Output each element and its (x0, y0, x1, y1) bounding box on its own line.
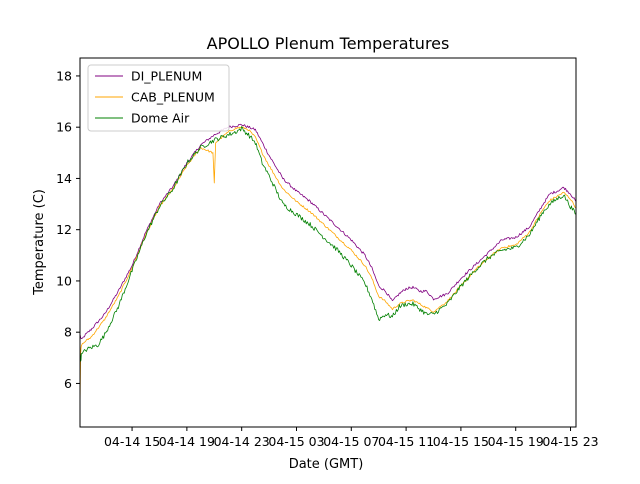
axes-frame (79, 57, 577, 428)
x-tick-label: 04-15 07 (323, 434, 379, 449)
y-tick-label: 8 (64, 325, 72, 340)
legend-box (87, 64, 230, 132)
legend-label-di-plenum: DI_PLENUM (131, 69, 202, 84)
x-axis-label: Date (GMT) (289, 457, 364, 472)
y-tick-label: 18 (56, 68, 72, 83)
series-line-di-plenum (80, 123, 576, 339)
series-group (80, 123, 576, 410)
y-axis-label: Temperature (C) (32, 189, 47, 296)
y-tick-label: 10 (56, 273, 72, 288)
y-tick-label: 6 (64, 376, 72, 391)
legend-label-dome-air: Dome Air (131, 111, 190, 126)
x-tick-label: 04-15 11 (378, 434, 434, 449)
y-tick-label: 12 (56, 222, 72, 237)
x-tick-label: 04-15 23 (542, 434, 598, 449)
x-tick-label: 04-14 19 (159, 434, 215, 449)
x-tick-label: 04-15 03 (268, 434, 324, 449)
x-tick-label: 04-15 19 (488, 434, 544, 449)
y-tick-label: 14 (56, 171, 72, 186)
x-tick-label: 04-14 15 (104, 434, 160, 449)
series-line-dome-air (80, 126, 576, 362)
y-tick-label: 16 (56, 120, 72, 135)
chart-title: APOLLO Plenum Temperatures (207, 34, 450, 53)
x-tick-label: 04-15 15 (433, 434, 489, 449)
legend: DI_PLENUM CAB_PLENUM Dome Air (87, 64, 230, 132)
legend-label-cab-plenum: CAB_PLENUM (131, 90, 215, 105)
x-tick-label: 04-14 23 (214, 434, 270, 449)
